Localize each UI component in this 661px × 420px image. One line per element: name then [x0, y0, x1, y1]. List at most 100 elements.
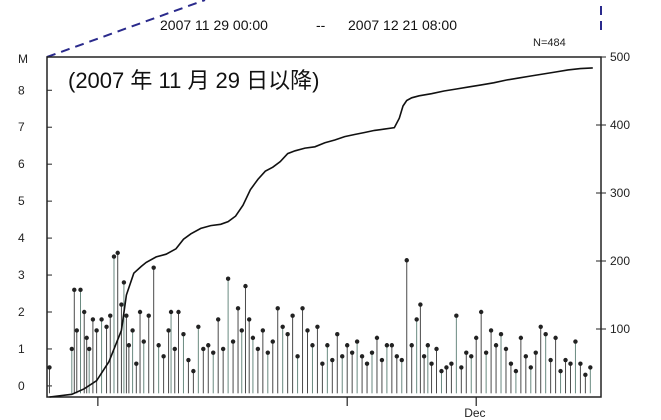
left-tick-label: 8	[18, 83, 25, 97]
magnitude-point	[330, 357, 335, 363]
magnitude-point	[325, 343, 330, 348]
magnitude-point	[315, 324, 320, 329]
magnitude-point	[523, 354, 529, 359]
magnitude-point	[439, 368, 444, 374]
magnitude-point	[429, 361, 434, 366]
magnitude-point	[340, 354, 345, 359]
right-tick-label: 500	[610, 50, 630, 64]
magnitude-point	[469, 354, 474, 359]
magnitude-point	[124, 313, 129, 318]
magnitude-point	[72, 287, 77, 293]
magnitude-point	[508, 361, 514, 366]
right-tick-label: 200	[610, 254, 630, 268]
count-label: N=484	[533, 37, 566, 49]
magnitude-point	[478, 309, 484, 315]
magnitude-point	[421, 354, 427, 359]
magnitude-point	[78, 287, 83, 293]
magnitude-point	[156, 343, 161, 348]
left-axis-label: M	[18, 52, 28, 66]
magnitude-point	[474, 335, 479, 341]
magnitude-point	[399, 357, 404, 363]
magnitude-point	[215, 317, 221, 322]
left-axis-ticks: 0 1 2 3 4 5 6 7 8	[18, 83, 52, 393]
magnitude-point	[111, 254, 117, 259]
magnitude-point	[270, 339, 275, 344]
period-end: 2007 12 21 08:00	[348, 17, 457, 33]
magnitude-point	[493, 343, 499, 348]
magnitude-point	[300, 306, 305, 311]
magnitude-point	[239, 328, 244, 333]
left-tick-label: 2	[18, 305, 25, 319]
magnitude-point	[121, 280, 127, 285]
magnitude-point	[349, 350, 355, 355]
magnitude-point	[409, 343, 414, 348]
magnitude-point	[359, 354, 365, 359]
magnitude-point	[548, 357, 553, 363]
magnitude-point	[320, 361, 325, 366]
magnitude-point	[201, 346, 206, 352]
magnitude-point	[211, 350, 216, 355]
x-tick-label: Dec	[464, 406, 485, 420]
magnitude-point	[538, 324, 543, 329]
magnitude-point	[115, 250, 120, 256]
magnitude-point	[459, 365, 464, 370]
left-tick-label: 4	[18, 231, 25, 245]
period-annotation: (2007 年 11 月 29 日以降)	[68, 68, 319, 93]
magnitude-point	[404, 258, 409, 263]
magnitude-point	[434, 346, 439, 352]
magnitude-point	[344, 343, 350, 348]
magnitude-point	[280, 324, 285, 329]
magnitude-point	[141, 339, 146, 344]
magnitude-point	[260, 328, 266, 333]
magnitude-point	[384, 343, 390, 348]
magnitude-point	[513, 368, 519, 374]
magnitude-point	[166, 328, 171, 333]
magnitude-point	[583, 372, 588, 378]
magnitude-point	[250, 335, 256, 341]
magnitude-point	[464, 350, 469, 355]
magnitude-point	[220, 346, 226, 352]
magnitude-point	[230, 339, 236, 344]
magnitude-point	[74, 328, 79, 333]
magnitude-point	[533, 350, 538, 355]
magnitude-point	[119, 302, 124, 307]
left-tick-label: 0	[18, 379, 25, 393]
right-tick-label: 400	[610, 118, 630, 132]
magnitude-point	[488, 328, 494, 333]
magnitude-point	[168, 309, 174, 315]
magnitude-point	[206, 343, 211, 348]
magnitude-point	[84, 335, 89, 341]
period-start: 2007 11 29 00:00	[160, 17, 268, 33]
magnitude-point	[176, 309, 181, 315]
magnitude-point	[255, 346, 261, 352]
magnitude-point	[196, 324, 201, 329]
magnitude-point	[518, 335, 524, 341]
magnitude-point	[425, 343, 431, 348]
magnitude-stems	[47, 250, 593, 394]
magnitude-point	[275, 306, 280, 311]
magnitude-point	[161, 354, 166, 359]
magnitude-point	[235, 306, 241, 311]
magnitude-point	[528, 365, 533, 370]
magnitude-point	[379, 357, 385, 363]
magnitude-point	[389, 343, 395, 348]
magnitude-point	[563, 357, 568, 363]
magnitude-point	[246, 317, 252, 322]
magnitude-point	[225, 276, 231, 281]
magnitude-point	[191, 368, 196, 374]
magnitude-point	[47, 365, 52, 370]
magnitude-point	[503, 346, 509, 352]
left-tick-label: 1	[18, 342, 25, 356]
magnitude-point	[99, 317, 104, 322]
magnitude-point	[295, 354, 300, 359]
right-tick-label: 300	[610, 186, 630, 200]
magnitude-point	[146, 313, 151, 318]
magnitude-point	[285, 331, 290, 337]
magnitude-point	[354, 339, 360, 344]
magnitude-point	[418, 302, 423, 307]
left-tick-label: 3	[18, 268, 25, 282]
magnitude-point	[573, 339, 578, 344]
magnitude-point	[94, 328, 99, 333]
magnitude-point	[543, 331, 548, 337]
magnitude-point	[335, 331, 340, 337]
